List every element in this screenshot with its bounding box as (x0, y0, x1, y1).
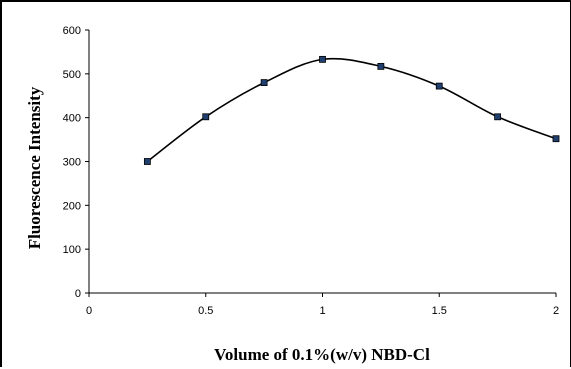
series-layer (143, 55, 560, 165)
x-tick-label: 0.5 (198, 305, 213, 317)
data-point (377, 62, 385, 70)
data-point (143, 158, 151, 165)
y-axis-title: Fluorescence Intensity (25, 86, 44, 249)
x-tick-label: 1.5 (432, 305, 447, 317)
data-point (494, 113, 502, 121)
axes (85, 29, 557, 297)
data-point (202, 113, 210, 121)
y-tick-label: 0 (75, 288, 81, 300)
y-tick-label: 100 (63, 244, 81, 256)
y-tick-label: 400 (63, 113, 81, 125)
y-tick-label: 200 (63, 200, 81, 212)
data-point (260, 79, 268, 86)
data-point (552, 135, 560, 143)
tick-labels: 0 100 200 300 400 500 600 0 0.5 1 1.5 2 (63, 25, 559, 317)
x-axis-title: Volume of 0.1%(w/v) NBD-Cl (214, 345, 430, 364)
data-point (319, 55, 326, 63)
y-tick-label: 500 (63, 69, 81, 81)
x-tick-label: 2 (553, 305, 559, 317)
y-tick-label: 600 (63, 25, 81, 37)
x-tick-label: 0 (86, 305, 92, 317)
data-point (435, 82, 443, 90)
series-line (146, 57, 557, 163)
y-tick-label: 300 (63, 157, 81, 169)
x-tick-label: 1 (319, 305, 325, 317)
